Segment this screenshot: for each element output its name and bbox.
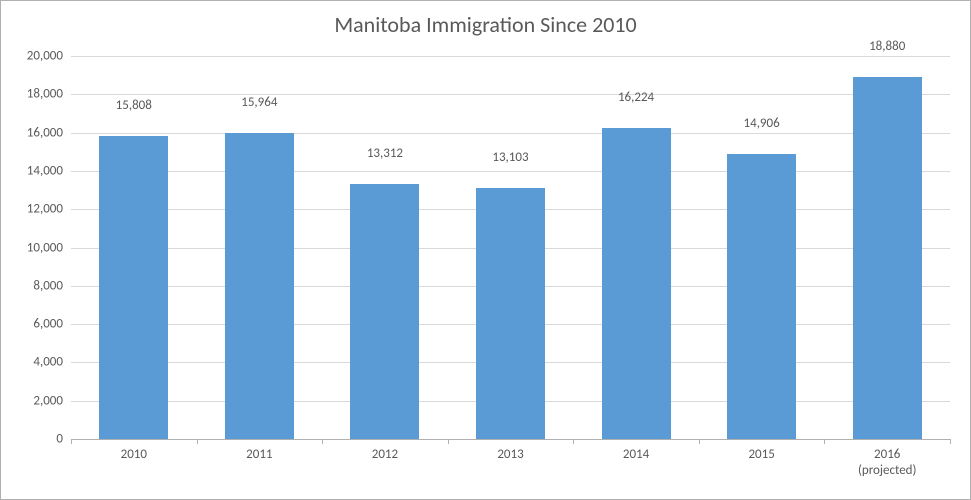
x-tick-label: 2016 (projected) [858, 439, 916, 478]
x-tick-label: 2011 [246, 439, 272, 463]
bar [99, 136, 168, 439]
bar-slot: 15,964 [197, 56, 323, 439]
y-tick-label: 8,000 [33, 278, 71, 293]
y-tick-label: 2,000 [33, 393, 71, 408]
bar [225, 133, 294, 439]
y-tick-label: 6,000 [33, 317, 71, 332]
bar-slot: 18,880 [824, 56, 950, 439]
bar-value-label: 18,880 [824, 39, 950, 58]
x-tick-mark [322, 439, 323, 444]
y-tick-label: 4,000 [33, 355, 71, 370]
y-tick-label: 12,000 [27, 202, 71, 217]
bar-value-label: 16,224 [573, 90, 699, 109]
y-tick-label: 10,000 [27, 240, 71, 255]
x-tick-label: 2010 [121, 439, 147, 463]
bar-slot: 13,103 [448, 56, 574, 439]
x-tick-mark [448, 439, 449, 444]
bar [727, 154, 796, 439]
chart-frame: Manitoba Immigration Since 2010 02,0004,… [0, 0, 971, 500]
x-tick-mark [573, 439, 574, 444]
bar-value-label: 14,906 [699, 116, 825, 135]
chart-title: Manitoba Immigration Since 2010 [1, 11, 970, 38]
y-tick-label: 16,000 [27, 125, 71, 140]
bar [350, 184, 419, 439]
y-tick-label: 0 [56, 432, 71, 447]
bar-value-label: 13,103 [448, 150, 574, 169]
bar [476, 188, 545, 439]
bar-slot: 14,906 [699, 56, 825, 439]
x-tick-label: 2014 [623, 439, 649, 463]
x-tick-label: 2015 [748, 439, 774, 463]
bar-slot: 13,312 [322, 56, 448, 439]
bar [853, 77, 922, 439]
y-tick-label: 14,000 [27, 163, 71, 178]
y-tick-label: 20,000 [27, 49, 71, 64]
bar-value-label: 15,964 [197, 95, 323, 114]
plot-area: 02,0004,0006,0008,00010,00012,00014,0001… [71, 56, 950, 439]
x-tick-mark [197, 439, 198, 444]
x-tick-mark [950, 439, 951, 444]
y-tick-label: 18,000 [27, 87, 71, 102]
x-tick-label: 2013 [497, 439, 523, 463]
x-tick-mark [699, 439, 700, 444]
bar [602, 128, 671, 439]
bar-slot: 16,224 [573, 56, 699, 439]
bars-container: 15,808201015,964201113,312201213,1032013… [71, 56, 950, 439]
x-tick-mark [824, 439, 825, 444]
x-tick-label: 2012 [372, 439, 398, 463]
bar-slot: 15,808 [71, 56, 197, 439]
bar-value-label: 13,312 [322, 146, 448, 165]
bar-value-label: 15,808 [71, 98, 197, 117]
x-tick-mark [71, 439, 72, 444]
